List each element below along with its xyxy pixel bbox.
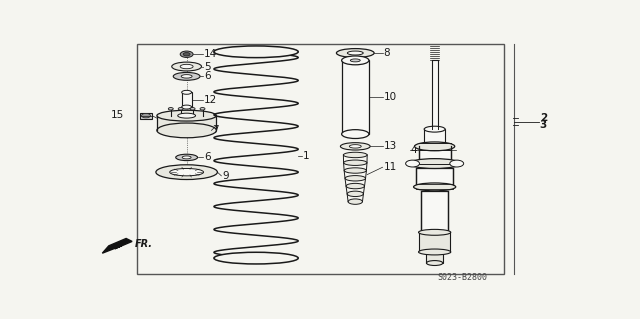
Ellipse shape: [214, 252, 298, 264]
Ellipse shape: [344, 152, 367, 158]
Bar: [431, 60, 438, 129]
Ellipse shape: [182, 156, 191, 159]
Ellipse shape: [168, 108, 173, 110]
Text: 10: 10: [383, 92, 397, 102]
Ellipse shape: [182, 105, 191, 109]
Text: 4: 4: [411, 145, 417, 155]
Ellipse shape: [424, 144, 445, 149]
Ellipse shape: [180, 51, 193, 57]
Ellipse shape: [342, 130, 369, 138]
Text: 5: 5: [204, 62, 211, 71]
Text: 11: 11: [383, 162, 397, 172]
Ellipse shape: [419, 249, 451, 255]
Bar: [140, 113, 152, 119]
Text: 12: 12: [204, 95, 217, 105]
Ellipse shape: [178, 108, 183, 110]
Text: 6: 6: [204, 71, 211, 81]
Bar: [157, 116, 216, 130]
Bar: [342, 60, 369, 134]
Bar: [416, 168, 453, 187]
Bar: [421, 191, 448, 232]
Bar: [419, 146, 451, 164]
Ellipse shape: [406, 160, 419, 167]
Ellipse shape: [183, 53, 190, 56]
Ellipse shape: [347, 191, 364, 197]
Polygon shape: [102, 239, 132, 253]
Ellipse shape: [350, 59, 360, 62]
Ellipse shape: [156, 165, 218, 180]
Bar: [424, 129, 445, 146]
Ellipse shape: [182, 90, 191, 94]
Ellipse shape: [157, 110, 216, 121]
Text: 7: 7: [212, 125, 219, 135]
Text: 13: 13: [383, 141, 397, 151]
Ellipse shape: [337, 48, 374, 57]
Ellipse shape: [413, 183, 456, 191]
Ellipse shape: [348, 51, 364, 55]
Ellipse shape: [180, 64, 193, 69]
Ellipse shape: [424, 126, 445, 132]
Text: S023-B2800: S023-B2800: [437, 273, 487, 282]
Text: 15: 15: [111, 110, 125, 120]
Ellipse shape: [408, 159, 461, 168]
Ellipse shape: [141, 114, 150, 118]
Bar: [182, 92, 191, 107]
Text: 8: 8: [383, 48, 390, 58]
Ellipse shape: [172, 62, 202, 71]
Text: 14: 14: [204, 49, 217, 59]
Ellipse shape: [450, 160, 463, 167]
Bar: [137, 44, 504, 274]
Ellipse shape: [181, 75, 192, 78]
Ellipse shape: [214, 46, 298, 58]
Ellipse shape: [419, 229, 451, 235]
Text: 2: 2: [540, 113, 547, 123]
Text: FR.: FR.: [134, 239, 152, 249]
Ellipse shape: [173, 72, 200, 80]
Ellipse shape: [178, 113, 196, 118]
Ellipse shape: [200, 108, 205, 110]
Ellipse shape: [342, 56, 369, 65]
Ellipse shape: [190, 108, 195, 110]
Ellipse shape: [415, 142, 455, 151]
Ellipse shape: [346, 183, 365, 189]
Text: 3: 3: [540, 121, 547, 130]
Ellipse shape: [349, 145, 361, 148]
Ellipse shape: [157, 123, 216, 138]
Ellipse shape: [348, 199, 362, 204]
Ellipse shape: [344, 168, 367, 173]
Ellipse shape: [170, 168, 204, 176]
Ellipse shape: [344, 160, 367, 166]
Text: 6: 6: [204, 152, 211, 162]
Ellipse shape: [345, 175, 365, 181]
Bar: [419, 232, 451, 252]
Text: 1: 1: [303, 151, 310, 161]
Ellipse shape: [176, 154, 198, 160]
Text: 9: 9: [222, 171, 229, 181]
Bar: [426, 252, 443, 263]
Ellipse shape: [426, 261, 443, 265]
Ellipse shape: [340, 143, 370, 150]
